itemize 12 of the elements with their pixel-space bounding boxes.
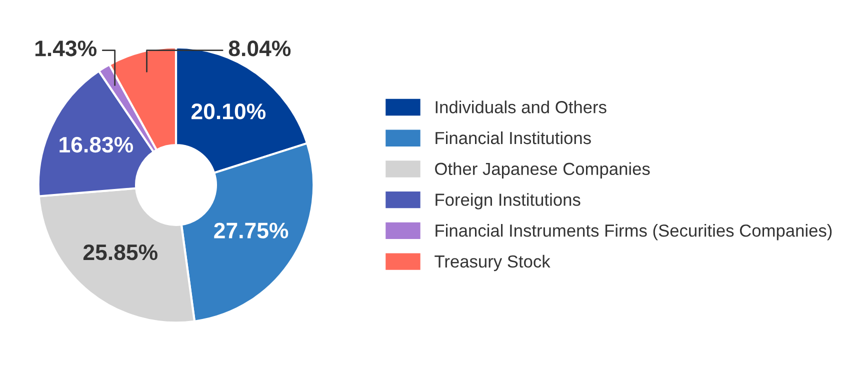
legend-label: Financial Institutions xyxy=(436,131,591,144)
legend-label: Foreign Institutions xyxy=(436,193,580,210)
legend-label: Financial Instruments Firms (Securities Companies) xyxy=(436,224,832,240)
data-label: 8.04% xyxy=(228,40,291,56)
data-label: 1.43% xyxy=(35,40,96,56)
data-label: 25.85% xyxy=(83,244,158,260)
data-label: 20.10% xyxy=(192,104,266,120)
data-label: 16.83% xyxy=(60,136,134,153)
data-label: 27.75% xyxy=(214,222,288,238)
legend-label: Individuals and Others xyxy=(436,100,606,114)
legend-label: Other Japanese Companies xyxy=(435,162,650,178)
legend-label: Treasury Stock xyxy=(434,254,550,272)
